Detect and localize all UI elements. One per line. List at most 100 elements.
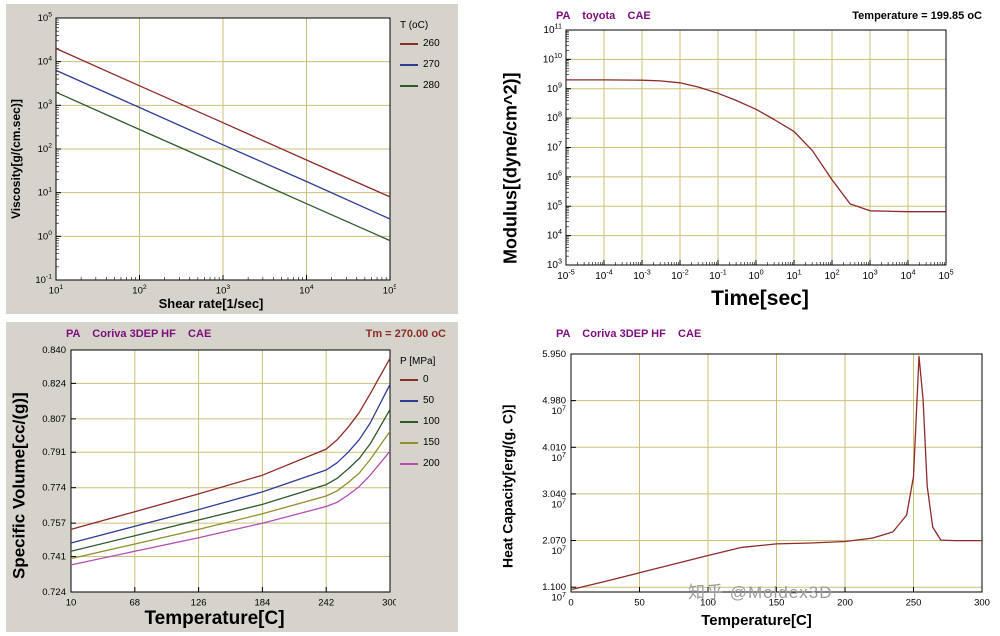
- specific-volume-chart-column: 10 68 126 184 242 300 0.840 0.824 0.807 0.791 0.77…: [33, 340, 396, 632]
- modulus-temperature-label: Temperature = 199.85 oC: [852, 10, 982, 22]
- viscosity-panel: Viscosity[g/(cm.sec)] 101 102 103 104 105 10-…: [6, 4, 458, 314]
- y-tick-label: 102: [38, 143, 53, 155]
- y-tick-label: 107: [547, 139, 562, 154]
- x-tick-label: 101: [49, 284, 64, 296]
- series-150: [70, 431, 391, 560]
- legend-line-swatch: [400, 399, 418, 402]
- grid-lines: [56, 18, 390, 280]
- legend-item-label: 150: [423, 437, 440, 448]
- modulus-x-axis-title: Time[sec]: [711, 287, 809, 310]
- modulus-chart-column: 10-5 10-4 10-3 10-2 10-1 100 101 102 103 104 105 10…: [526, 22, 994, 314]
- legend-line-swatch: [400, 462, 418, 465]
- x-tick-label: 10-3: [633, 268, 651, 283]
- y-tick-exponent: 107: [551, 544, 566, 557]
- x-tick-label: 102: [824, 268, 839, 283]
- x-tick-label: 10-4: [595, 268, 613, 283]
- y-tick-label: 0.824: [42, 378, 66, 389]
- heat-capacity-panel: PA Coriva 3DEP HF CAE Heat Capacity[erg/…: [496, 322, 994, 632]
- y-tick-label: 1010: [543, 51, 562, 66]
- specific-volume-svg: 10 68 126 184 242 300 0.840 0.824 0.807 0.791 0.77…: [42, 345, 396, 609]
- legend-line-swatch: [400, 42, 418, 45]
- grid-lines: [566, 30, 946, 265]
- y-tick-label: 104: [38, 55, 53, 67]
- x-tick-label: 105: [938, 268, 953, 283]
- x-tick-label: 10-5: [557, 268, 575, 283]
- legend-item-280: 280: [400, 80, 456, 91]
- x-tick-label: 10-1: [709, 268, 727, 283]
- legend-item-label: 100: [423, 416, 440, 427]
- legend-line-swatch: [400, 378, 418, 381]
- x-tick-label: 105: [383, 284, 396, 296]
- series-heat-capacity: [570, 355, 982, 591]
- pressure-legend: P [MPa] 0 50 100 150 200: [396, 340, 458, 632]
- y-tick-exponent: 107: [551, 404, 566, 417]
- viscosity-svg: 101 102 103 104 105 10-1 100 101 102 103 104 105: [35, 12, 396, 296]
- y-tick-exponent: 107: [551, 498, 566, 511]
- specific-volume-plot-area: 10 68 126 184 242 300 0.840 0.824 0.807 0.791 0.77…: [33, 340, 396, 608]
- x-tick-label: 0: [568, 598, 573, 609]
- x-tick-label: 103: [216, 284, 231, 296]
- y-tick-label: 109: [547, 80, 562, 95]
- grid-lines: [571, 354, 982, 592]
- y-tick-label: 105: [547, 198, 562, 213]
- viscosity-legend: T (oC) 260 270 280: [396, 4, 458, 314]
- modulus-panel-header: PA toyota CAE Temperature = 199.85 oC: [496, 4, 994, 22]
- legend-item-label: 0: [423, 374, 429, 385]
- specific-volume-panel: PA Coriva 3DEP HF CAE Tm = 270.00 oC Spe…: [6, 322, 458, 632]
- y-tick-exponent: 107: [551, 451, 566, 464]
- y-tick-label: 3.040: [542, 489, 566, 500]
- viscosity-y-axis-title: Viscosity[g/(cm.sec)]: [9, 99, 23, 219]
- y-tick-label: 0.757: [42, 518, 66, 529]
- legend-line-swatch: [400, 84, 418, 87]
- series-100: [70, 409, 391, 552]
- legend-item-150: 150: [400, 437, 456, 448]
- y-tick-label: 108: [547, 110, 562, 125]
- x-tick-label: 100: [700, 598, 716, 609]
- x-tick-label: 10: [66, 598, 77, 609]
- legend-item-260: 260: [400, 38, 456, 49]
- heat-capacity-panel-main: Heat Capacity[erg/(g. C)] 0 50 100 150 200 25…: [496, 340, 994, 632]
- x-tick-label: 184: [254, 598, 270, 609]
- x-tick-label: 250: [906, 598, 922, 609]
- legend-item-label: 260: [423, 38, 440, 49]
- y-tick-label: 0.774: [42, 483, 66, 494]
- y-tick-label: 100: [38, 230, 53, 242]
- x-tick-label: 10-2: [671, 268, 689, 283]
- plot-border: [570, 353, 983, 593]
- legend-item-label: 200: [423, 458, 440, 469]
- x-tick-label: 68: [130, 598, 141, 609]
- legend-item-label: 280: [423, 80, 440, 91]
- x-tick-label: 102: [132, 284, 147, 296]
- legend-item-label: 50: [423, 395, 435, 406]
- legend-line-swatch: [400, 63, 418, 66]
- legend-title: T (oC): [400, 20, 429, 31]
- y-tick-label: 2.070: [542, 536, 566, 547]
- y-tick-label: 0.791: [42, 447, 66, 458]
- viscosity-x-axis-title: Shear rate[1/sec]: [158, 296, 264, 311]
- modulus-panel-main: Modulus[(dyne/cm^2)] 10-5 10-4 10-3 10-2 10-…: [496, 22, 994, 314]
- x-tick-label: 100: [748, 268, 763, 283]
- plot-border: [565, 29, 947, 266]
- series-50: [70, 384, 391, 544]
- y-tick-label: 1011: [543, 22, 562, 36]
- heat-capacity-header-tags: PA Coriva 3DEP HF CAE: [556, 328, 702, 340]
- specific-volume-panel-main: Specific Volume[cc/(g)] 10 68 126 184 242 300…: [6, 340, 458, 632]
- legend-line-swatch: [400, 441, 418, 444]
- y-tick-label: 4.980: [542, 396, 566, 407]
- zhihu-moldex3d-watermark: 知乎 @Moldex3D: [688, 583, 833, 602]
- y-tick-label: 103: [547, 257, 562, 272]
- x-tick-label: 200: [837, 598, 853, 609]
- viscosity-panel-main: Viscosity[g/(cm.sec)] 101 102 103 104 105 10-…: [6, 4, 458, 314]
- series-280: [55, 91, 391, 242]
- series-260: [55, 47, 391, 198]
- series-200: [70, 450, 391, 566]
- x-tick-label: 150: [769, 598, 785, 609]
- viscosity-chart-column: 101 102 103 104 105 10-1 100 101 102 103 104 105 Sh…: [26, 4, 396, 314]
- y-tick-label: 4.010: [542, 442, 566, 453]
- plot-border: [70, 349, 391, 593]
- heat-capacity-x-axis-title: Temperature[C]: [701, 612, 812, 629]
- plot-background: [71, 350, 390, 592]
- legend-line-swatch: [400, 420, 418, 423]
- specific-volume-x-axis-title: Temperature[C]: [144, 608, 285, 629]
- legend-item-270: 270: [400, 59, 456, 70]
